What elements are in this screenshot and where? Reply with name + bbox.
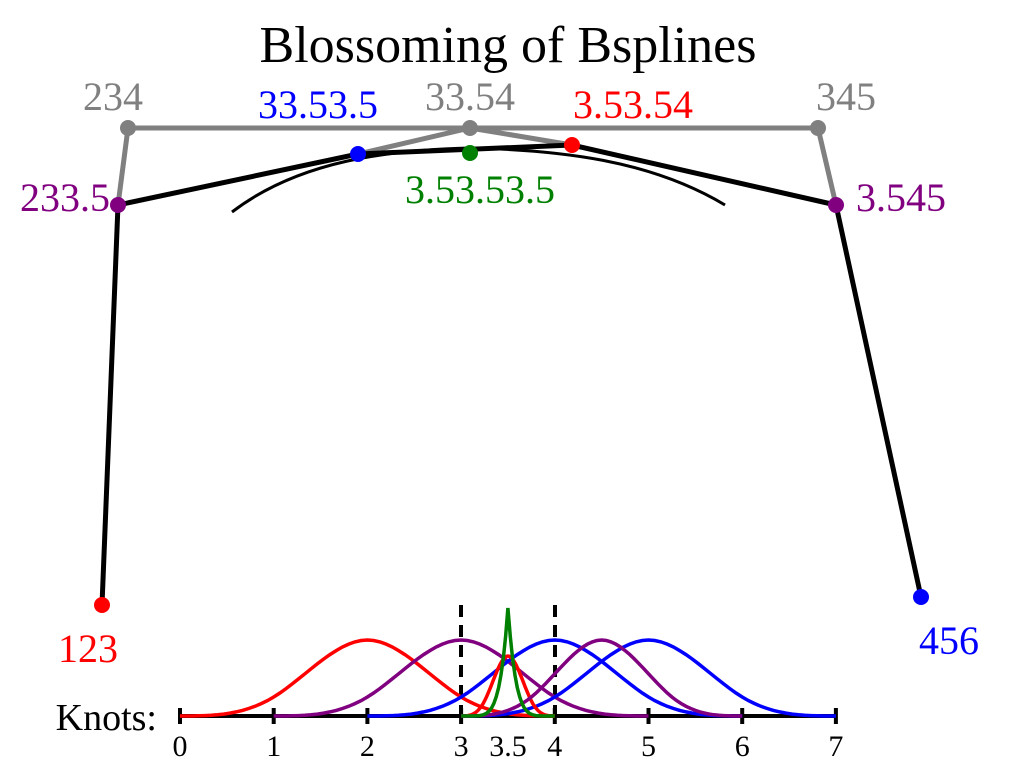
label-345: 345 [816,74,876,119]
knot-label-0: 0 [173,730,188,763]
label-233-5: 233.5 [20,175,110,220]
gray-segment-right [469,125,573,148]
basis-function-blue-2 [367,638,743,718]
label-3-545: 3.545 [856,175,946,220]
point-33-53-5 [350,146,366,162]
point-3-545 [828,197,844,213]
knot-axis: Knots: 0 1 2 3 3.5 4 5 6 7 [56,697,844,763]
gray-segment-left [357,125,471,157]
label-33-54: 33.54 [425,74,515,119]
knot-label-2: 2 [360,730,375,763]
point-123 [94,597,110,613]
diagram-title: Blossoming of Bsplines [260,17,757,74]
basis-function-green-6 [461,607,555,718]
knot-label-7: 7 [828,730,843,763]
knot-label-4: 4 [547,730,562,763]
point-33-54 [462,120,478,136]
label-123: 123 [58,626,118,671]
basis-function-purple-1 [273,638,649,718]
basis-function-red-0 [180,638,555,718]
label-456: 456 [919,618,979,663]
point-345 [810,120,826,136]
point-3-53-53-5 [462,145,478,161]
knot-label-3-5: 3.5 [489,730,527,763]
knot-label-5: 5 [641,730,656,763]
basis-function-blue-3 [461,638,836,718]
basis-function-red-4 [461,654,555,718]
label-33-53-5: 33.53.5 [258,82,378,127]
point-456 [913,589,929,605]
knot-label-3: 3 [454,730,469,763]
basis-function-purple-5 [461,638,743,718]
point-234 [120,120,136,136]
point-3-53-54 [564,137,580,153]
black-control-polygon [99,142,924,606]
knot-label-6: 6 [735,730,750,763]
knots-label: Knots: [56,697,157,739]
label-3-53-53-5: 3.53.53.5 [405,167,555,212]
basis-functions [180,607,836,718]
label-234: 234 [83,74,143,119]
point-233-5 [110,197,126,213]
knot-label-1: 1 [266,730,281,763]
label-3-53-54: 3.53.54 [573,82,693,127]
